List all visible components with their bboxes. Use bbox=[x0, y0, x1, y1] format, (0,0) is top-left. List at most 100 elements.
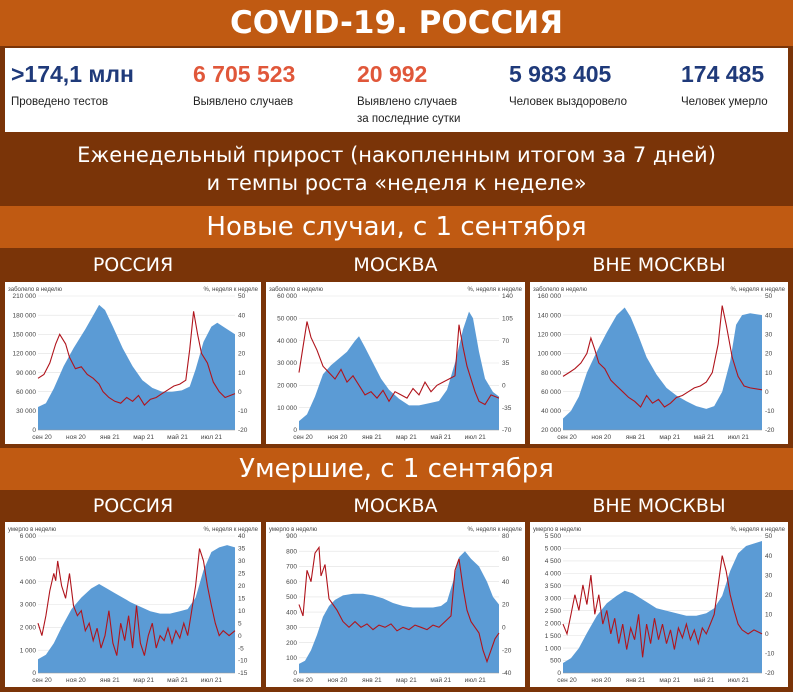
growth-rate-line bbox=[298, 545, 500, 664]
y-tick-label: 6 000 bbox=[20, 533, 37, 540]
y-tick-label: 1 000 bbox=[20, 647, 37, 654]
x-tick-label: июл 21 bbox=[201, 434, 223, 441]
y-tick-label: 5 500 bbox=[545, 533, 562, 540]
panel-title: ВНЕ МОСКВЫ bbox=[530, 250, 788, 280]
y2-tick-label: 60 bbox=[502, 556, 510, 563]
left-axis-label: умерло в неделю bbox=[8, 527, 57, 533]
y2-tick-label: 20 bbox=[765, 592, 773, 599]
x-tick-label: сен 20 bbox=[293, 677, 313, 684]
stat-value: 20 992 bbox=[357, 61, 428, 87]
right-axis-label: %, неделя к неделе bbox=[203, 287, 258, 293]
y-tick-label: 0 bbox=[32, 427, 36, 434]
y2-tick-label: 0 bbox=[502, 625, 506, 632]
y2-tick-label: -20 bbox=[765, 427, 775, 434]
y-tick-label: 700 bbox=[286, 564, 297, 571]
y-tick-label: 120 000 bbox=[538, 331, 562, 338]
growth-rate-line bbox=[37, 548, 236, 656]
y2-tick-label: 35 bbox=[502, 360, 510, 367]
left-axis-label: заболело в неделю bbox=[533, 287, 587, 293]
y-tick-label: 60 000 bbox=[16, 389, 36, 396]
x-tick-label: июл 21 bbox=[201, 677, 223, 684]
y-tick-label: 80 000 bbox=[541, 370, 561, 377]
y-tick-label: 150 000 bbox=[13, 331, 37, 338]
stat-value: 174 485 bbox=[681, 61, 765, 87]
x-tick-label: янв 21 bbox=[626, 434, 646, 441]
y2-tick-label: 25 bbox=[238, 571, 246, 578]
growth-rate-line bbox=[37, 311, 236, 406]
stat-value: >174,1 млн bbox=[11, 61, 134, 87]
chart-cases-outside: заболело в неделю %, неделя к неделе 20 00… bbox=[530, 282, 788, 444]
y2-tick-label: -10 bbox=[238, 408, 248, 415]
right-axis-label: %, неделя к неделе bbox=[730, 527, 785, 533]
subtitle-line2: и темпы роста «неделя к неделе» bbox=[206, 171, 587, 195]
x-tick-label: июл 21 bbox=[465, 434, 487, 441]
right-axis-label: %, неделя к неделе bbox=[467, 527, 522, 533]
x-tick-label: янв 21 bbox=[362, 677, 382, 684]
y2-tick-label: 30 bbox=[238, 558, 246, 565]
x-tick-label: мар 21 bbox=[396, 434, 417, 441]
y-tick-label: 2 000 bbox=[20, 625, 37, 632]
y-tick-label: 0 bbox=[32, 670, 36, 677]
y2-tick-label: 0 bbox=[238, 633, 242, 640]
chart-svg: заболело в неделю %, неделя к неделе 20 00… bbox=[533, 287, 786, 441]
weekly-area-series bbox=[38, 304, 235, 430]
x-tick-label: май 21 bbox=[430, 676, 451, 684]
panel-title: МОСКВА bbox=[266, 250, 525, 280]
y2-tick-label: 70 bbox=[502, 338, 510, 345]
left-axis-label: умерло в неделю bbox=[533, 527, 582, 533]
x-tick-label: мар 21 bbox=[396, 677, 417, 684]
y2-tick-label: -15 bbox=[238, 670, 248, 677]
y2-tick-label: 50 bbox=[765, 293, 773, 300]
weekly-area-series bbox=[299, 311, 499, 430]
y-tick-label: 90 000 bbox=[16, 370, 36, 377]
growth-rate-line bbox=[562, 555, 763, 658]
y-tick-label: 0 bbox=[293, 670, 297, 677]
subtitle-line1: Еженедельный прирост (накопленным итогом… bbox=[77, 143, 716, 167]
stat-value: 5 983 405 bbox=[509, 61, 612, 87]
x-tick-label: ноя 20 bbox=[66, 434, 86, 441]
weekly-area-series bbox=[563, 307, 762, 430]
y2-tick-label: -10 bbox=[765, 408, 775, 415]
y-tick-label: 4 000 bbox=[545, 571, 562, 578]
y2-tick-label: 40 bbox=[238, 312, 246, 319]
y-tick-label: 160 000 bbox=[538, 293, 562, 300]
y-tick-label: 210 000 bbox=[13, 293, 37, 300]
y2-tick-label: 140 bbox=[502, 293, 513, 300]
weekly-area-series bbox=[563, 541, 762, 673]
y2-tick-label: 10 bbox=[238, 608, 246, 615]
y2-tick-label: 40 bbox=[765, 553, 773, 560]
x-tick-label: мар 21 bbox=[659, 677, 680, 684]
y-tick-label: 50 000 bbox=[277, 316, 297, 323]
x-tick-label: июл 21 bbox=[465, 677, 487, 684]
y-tick-label: 4 500 bbox=[545, 558, 562, 565]
x-tick-label: май 21 bbox=[430, 433, 451, 441]
y-tick-label: 1 500 bbox=[545, 633, 562, 640]
stat-label: Человек умерло bbox=[681, 96, 768, 108]
y2-tick-label: -20 bbox=[238, 427, 248, 434]
y2-tick-label: -40 bbox=[502, 670, 512, 677]
stat-label: Проведено тестов bbox=[11, 96, 109, 108]
x-tick-label: янв 21 bbox=[100, 677, 120, 684]
y2-tick-label: -70 bbox=[502, 427, 512, 434]
y-tick-label: 30 000 bbox=[277, 360, 297, 367]
right-axis-label: %, неделя к неделе bbox=[730, 287, 785, 293]
y2-tick-label: 0 bbox=[765, 389, 769, 396]
y2-tick-label: -10 bbox=[765, 651, 775, 658]
y-tick-label: 40 000 bbox=[541, 408, 561, 415]
x-tick-label: ноя 20 bbox=[66, 677, 86, 684]
y2-tick-label: 30 bbox=[765, 572, 773, 579]
x-tick-label: мар 21 bbox=[659, 434, 680, 441]
y2-tick-label: -5 bbox=[238, 645, 244, 652]
y-tick-label: 20 000 bbox=[541, 427, 561, 434]
growth-rate-line bbox=[562, 305, 763, 408]
y2-tick-label: 0 bbox=[765, 631, 769, 638]
y-tick-label: 10 000 bbox=[277, 405, 297, 412]
chart-deaths-moscow: умерло в неделю%, неделя к неделе 0 100 200… bbox=[266, 522, 525, 687]
y2-tick-label: -10 bbox=[238, 658, 248, 665]
chart-cases-moscow: заболело в неделю %, неделя к неделе 0 10 0… bbox=[266, 282, 525, 444]
y-tick-label: 140 000 bbox=[538, 312, 562, 319]
y-tick-label: 900 bbox=[286, 533, 297, 540]
y-tick-label: 0 bbox=[293, 427, 297, 434]
page-title: COVID-19. РОССИЯ bbox=[0, 0, 793, 46]
